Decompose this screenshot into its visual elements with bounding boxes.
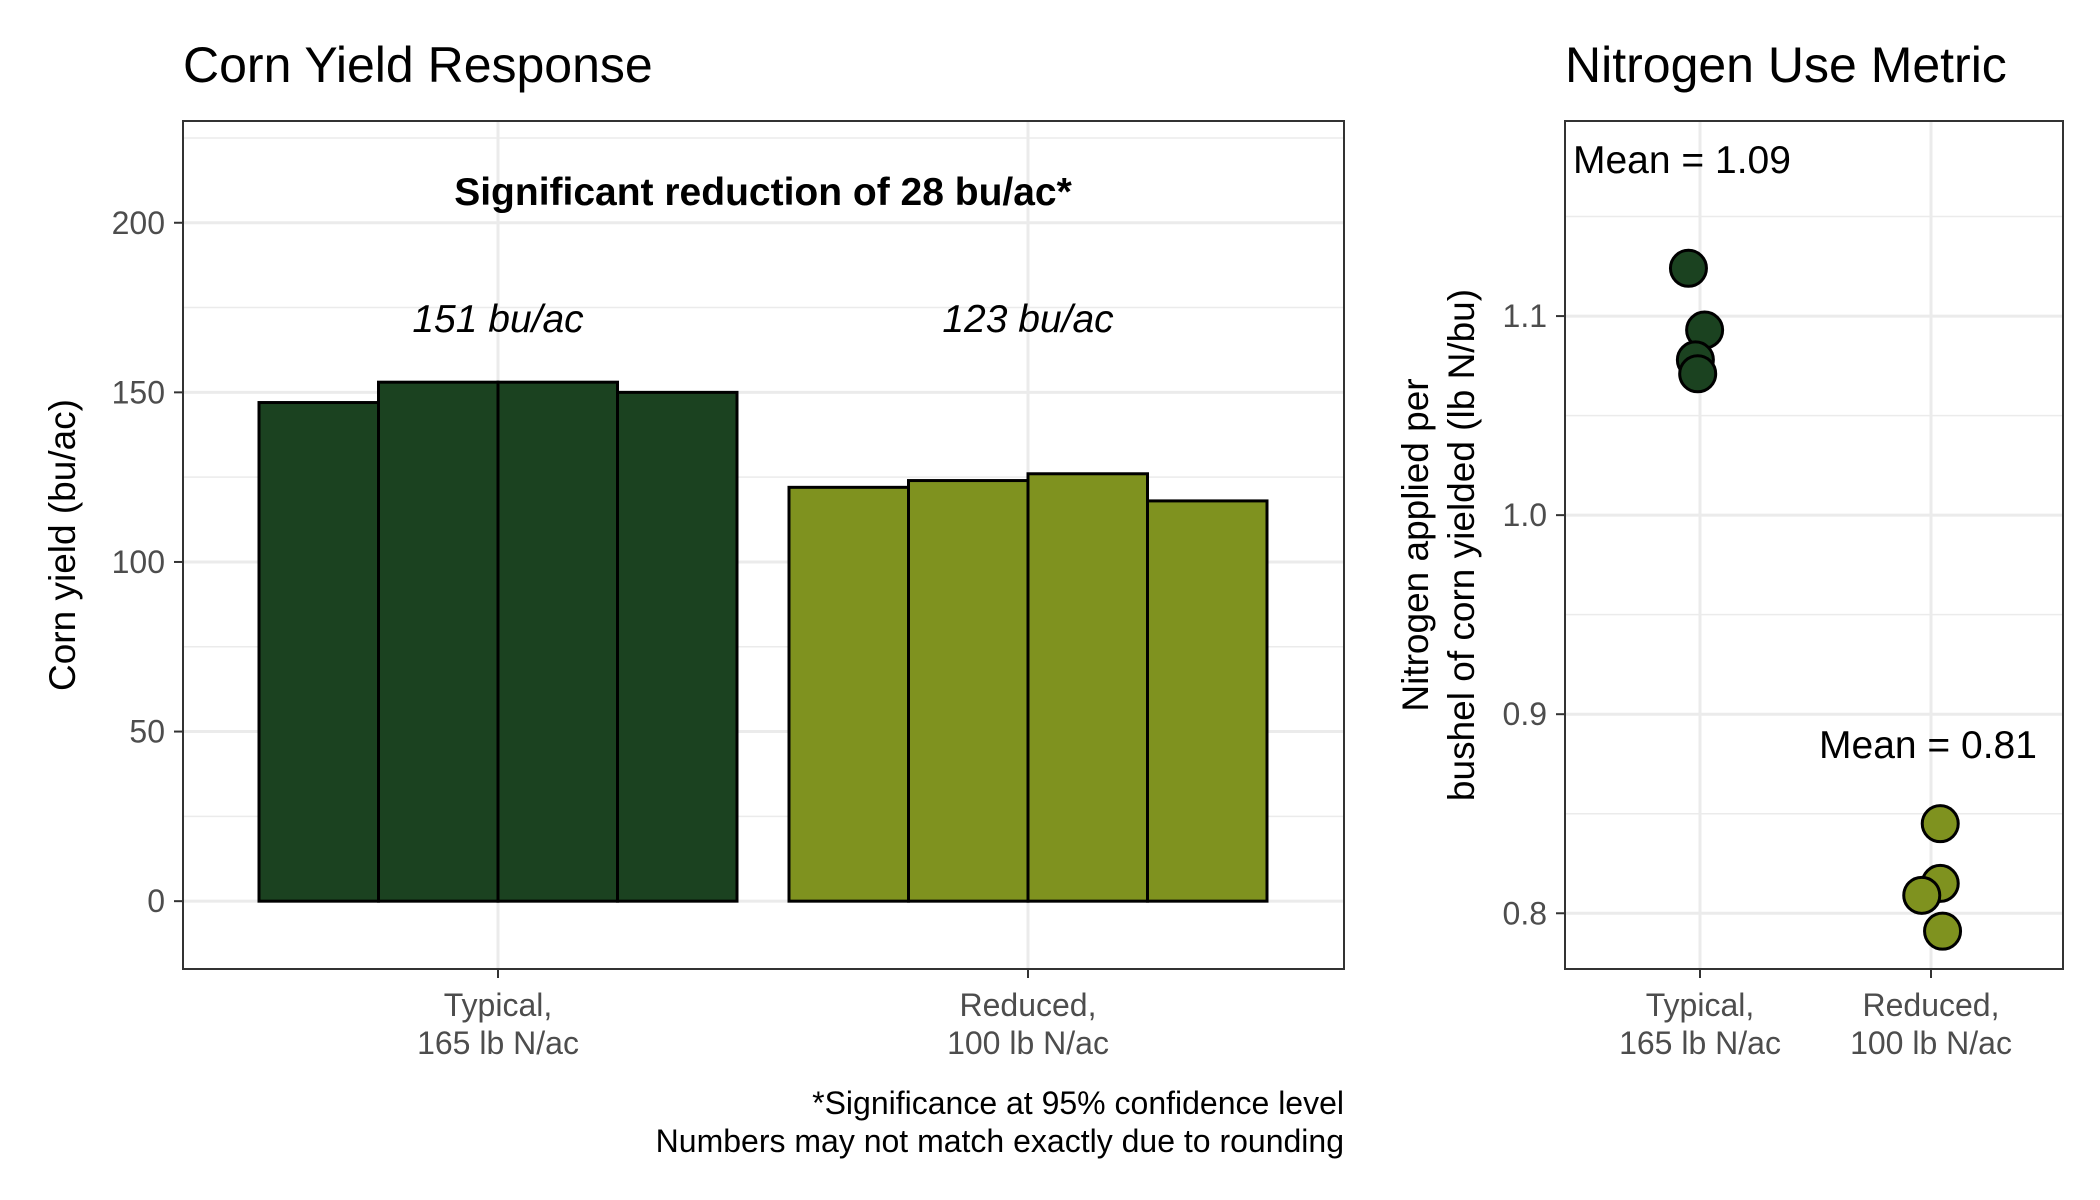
right-chart-title: Nitrogen Use Metric	[1565, 37, 2007, 93]
left-y-tick-label: 150	[112, 374, 165, 410]
typical-bar-1	[257, 401, 380, 903]
left-annotations: Significant reduction of 28 bu/ac* 151 b…	[412, 171, 1114, 341]
right-x-tick-label-1-line-1: Typical,	[1646, 987, 1754, 1023]
reduced-point-1	[1920, 804, 1960, 844]
right-y-tick-label: 0.9	[1503, 696, 1547, 732]
left-y-tick-label: 200	[112, 205, 165, 241]
left-bars	[257, 380, 1269, 903]
typical-mean-label: 151 bu/ac	[412, 298, 584, 341]
corn-yield-chart: Corn Yield Response Significant reductio…	[42, 37, 1345, 1159]
reduced-point-3	[1902, 875, 1942, 915]
typical-point-4	[1678, 354, 1718, 394]
left-chart-title: Corn Yield Response	[183, 37, 653, 93]
left-x-axis: Typical,165 lb N/ac Reduced,100 lb N/ac	[417, 969, 1109, 1061]
reduced-bar-4	[1146, 499, 1269, 903]
reduced-mean-annotation: Mean = 0.81	[1819, 724, 2037, 767]
right-x-tick-label-2-line-1: Reduced,	[1863, 987, 2000, 1023]
right-gridlines	[1565, 121, 2063, 969]
left-y-tick-label: 50	[129, 714, 165, 750]
right-y-axis-label-line-1: Nitrogen applied per	[1395, 378, 1436, 711]
footnote-line-1: *Significance at 95% confidence level	[812, 1085, 1344, 1121]
right-y-axis-label: Nitrogen applied per bushel of corn yiel…	[1395, 289, 1482, 801]
reduced-point-4	[1923, 911, 1963, 951]
left-x-tick-label-1-line-1: Typical,	[444, 987, 552, 1023]
reduced-bar-2	[907, 479, 1030, 903]
right-y-tick-label: 0.8	[1503, 895, 1547, 931]
typical-point-1	[1668, 248, 1708, 288]
right-x-tick-label-2-line-2: 100 lb N/ac	[1850, 1025, 2012, 1061]
typical-mean-annotation: Mean = 1.09	[1573, 139, 1791, 182]
reduced-mean-label: 123 bu/ac	[942, 298, 1114, 341]
right-x-tick-label-1-line-2: 165 lb N/ac	[1619, 1025, 1781, 1061]
reduced-bar-1	[787, 485, 910, 903]
left-y-tick-label: 100	[112, 544, 165, 580]
left-y-axis: 0 50 100 150 200	[112, 205, 183, 919]
left-y-axis-label: Corn yield (bu/ac)	[42, 399, 83, 691]
left-x-tick-label-2-line-2: 100 lb N/ac	[947, 1025, 1109, 1061]
right-y-axis-label-line-2: bushel of corn yielded (lb N/bu)	[1441, 289, 1482, 801]
right-y-axis: 0.8 0.9 1.0 1.1	[1503, 298, 1565, 931]
left-panel-border	[182, 120, 1345, 970]
nitrogen-use-chart: Nitrogen Use Metric Mean = 1.09 Mean = 0…	[1395, 37, 2064, 1061]
left-x-tick-label-1-line-2: 165 lb N/ac	[417, 1025, 579, 1061]
left-x-tick-label-2-line-1: Reduced,	[960, 987, 1097, 1023]
right-x-axis: Typical,165 lb N/ac Reduced,100 lb N/ac	[1619, 969, 2012, 1061]
right-y-tick-label: 1.1	[1503, 298, 1547, 334]
right-panel-border	[1564, 120, 2064, 970]
significance-headline: Significant reduction of 28 bu/ac*	[454, 171, 1072, 214]
right-y-tick-label: 1.0	[1503, 497, 1547, 533]
left-y-tick-label: 0	[147, 883, 165, 919]
typical-bar-4	[616, 390, 739, 903]
typical-bar-3	[496, 380, 619, 903]
footnote-line-2: Numbers may not match exactly due to rou…	[656, 1123, 1344, 1159]
typical-bar-2	[377, 380, 500, 903]
reduced-bar-3	[1026, 472, 1149, 903]
right-points	[1668, 248, 1963, 951]
